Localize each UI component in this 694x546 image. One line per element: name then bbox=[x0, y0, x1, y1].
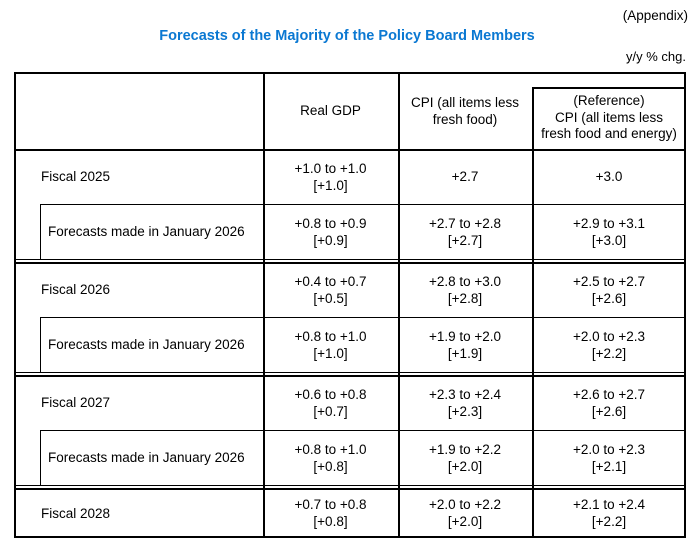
value-range: +2.0 to +2.3 bbox=[572, 441, 646, 457]
forecast-table: Real GDP CPI (all items less fresh food)… bbox=[14, 72, 686, 538]
reference-value-cell: +2.5 to +2.7 [+2.6] bbox=[532, 262, 686, 317]
value-range: +0.4 to +0.7 bbox=[294, 273, 367, 289]
value-range: +2.1 to +2.4 bbox=[572, 497, 646, 512]
gdp-value-cell: +1.0 to +1.0 [+1.0] bbox=[263, 149, 398, 204]
cpi-value-cell: +2.8 to +3.0 [+2.8] bbox=[398, 262, 532, 317]
fiscal-year-label: Fiscal 2026 bbox=[41, 282, 111, 297]
cpi-value-cell: +2.7 to +2.8 [+2.7] bbox=[398, 204, 532, 259]
value-median: [+2.0] bbox=[447, 458, 483, 474]
value-median: [+2.1] bbox=[591, 458, 627, 474]
value-range: +1.0 to +1.0 bbox=[294, 160, 367, 176]
value-median: [+1.0] bbox=[313, 345, 348, 361]
gdp-value-cell: +0.4 to +0.7 [+0.5] bbox=[263, 262, 398, 317]
value-range: +0.7 to +0.8 bbox=[294, 497, 367, 512]
value-median: [+2.2] bbox=[591, 345, 627, 361]
forecast-label: Forecasts made in January 2026 bbox=[48, 337, 245, 352]
value-range: +0.8 to +1.0 bbox=[294, 441, 367, 457]
fiscal-year-label: Fiscal 2027 bbox=[41, 395, 111, 410]
gdp-value-cell: +0.8 to +1.0 [+1.0] bbox=[263, 317, 398, 372]
cpi-value-cell: +1.9 to +2.2 [+2.0] bbox=[398, 430, 532, 485]
value-range: +0.8 to +1.0 bbox=[294, 328, 367, 344]
value-range: +1.9 to +2.0 bbox=[428, 328, 502, 344]
value-median: [+2.8] bbox=[447, 290, 483, 306]
value-median: [+0.5] bbox=[313, 290, 348, 306]
value-range: +2.9 to +3.1 bbox=[572, 215, 646, 231]
cpi-value-cell: +2.7 bbox=[398, 149, 532, 204]
forecast-label: Forecasts made in January 2026 bbox=[48, 450, 245, 465]
value-median: [+0.8] bbox=[313, 514, 348, 529]
value-median: [+0.8] bbox=[313, 458, 348, 474]
value-range: +2.8 to +3.0 bbox=[428, 273, 502, 289]
gdp-value-cell: +0.7 to +0.8 [+0.8] bbox=[263, 488, 398, 538]
value-median: [+0.7] bbox=[313, 403, 348, 419]
value-median: [+2.2] bbox=[591, 514, 627, 529]
fiscal-year-label: Fiscal 2025 bbox=[41, 169, 111, 184]
value-median: [+1.9] bbox=[447, 345, 483, 361]
reference-column-divider bbox=[532, 87, 534, 538]
table-row: Fiscal 2028 +0.7 to +0.8 [+0.8] +2.0 to … bbox=[14, 488, 686, 538]
appendix-note: (Appendix) bbox=[622, 8, 688, 23]
value-median: [+1.0] bbox=[313, 177, 348, 193]
value-median: [+2.7] bbox=[447, 232, 483, 248]
value-range: +2.3 to +2.4 bbox=[428, 386, 502, 402]
value-median: [+0.9] bbox=[313, 232, 348, 248]
table-row: Fiscal 2025 +1.0 to +1.0 [+1.0] +2.7 +3.… bbox=[14, 149, 686, 204]
cpi-value-cell: +1.9 to +2.0 [+1.9] bbox=[398, 317, 532, 372]
row-divider bbox=[40, 204, 686, 205]
header-bottom-border bbox=[14, 149, 686, 151]
unit-note: y/y % chg. bbox=[626, 49, 686, 64]
value-median: [+2.0] bbox=[447, 514, 483, 529]
value-range: +2.5 to +2.7 bbox=[572, 273, 646, 289]
indent-border bbox=[40, 204, 41, 260]
table-row: Forecasts made in January 2026 +0.8 to +… bbox=[14, 204, 686, 259]
fiscal-year-label: Fiscal 2028 bbox=[41, 505, 111, 521]
value-range: +0.6 to +0.8 bbox=[294, 386, 367, 402]
group-separator bbox=[14, 485, 686, 490]
column-divider bbox=[263, 72, 265, 538]
gdp-value-cell: +0.8 to +1.0 [+0.8] bbox=[263, 430, 398, 485]
group-separator bbox=[14, 372, 686, 377]
page-title: Forecasts of the Majority of the Policy … bbox=[159, 28, 535, 44]
reference-value-cell: +3.0 bbox=[532, 149, 686, 204]
indent-border bbox=[40, 430, 41, 486]
reference-value-cell: +2.1 to +2.4 [+2.2] bbox=[532, 488, 686, 538]
value-range: +2.0 to +2.3 bbox=[572, 328, 646, 344]
forecast-label: Forecasts made in January 2026 bbox=[48, 224, 245, 239]
value-median: [+3.0] bbox=[591, 232, 627, 248]
value-range: +2.7 to +2.8 bbox=[428, 215, 502, 231]
row-label-header bbox=[14, 72, 263, 149]
value-range: +1.9 to +2.2 bbox=[428, 441, 502, 457]
cpi-value-cell: +2.3 to +2.4 [+2.3] bbox=[398, 375, 532, 430]
gdp-column-header: Real GDP bbox=[300, 103, 361, 118]
table-row: Forecasts made in January 2026 +0.8 to +… bbox=[14, 317, 686, 372]
reference-box-top-border bbox=[532, 87, 686, 89]
value-range: +2.6 to +2.7 bbox=[572, 386, 646, 402]
table-row: Forecasts made in January 2026 +0.8 to +… bbox=[14, 430, 686, 485]
value-range: +2.0 to +2.2 bbox=[428, 497, 502, 512]
table-row: Fiscal 2027 +0.6 to +0.8 [+0.7] +2.3 to … bbox=[14, 375, 686, 430]
indent-border bbox=[40, 317, 41, 373]
row-divider bbox=[40, 317, 686, 318]
header-row: Real GDP CPI (all items less fresh food)… bbox=[14, 72, 686, 149]
value-range: +3.0 bbox=[595, 169, 623, 184]
value-range: +2.7 bbox=[451, 169, 479, 184]
reference-column-header: (Reference) CPI (all items less fresh fo… bbox=[541, 93, 677, 142]
value-median: [+2.6] bbox=[591, 403, 627, 419]
gdp-value-cell: +0.6 to +0.8 [+0.7] bbox=[263, 375, 398, 430]
group-separator bbox=[14, 259, 686, 264]
reference-value-cell: +2.9 to +3.1 [+3.0] bbox=[532, 204, 686, 259]
reference-value-cell: +2.0 to +2.3 [+2.2] bbox=[532, 317, 686, 372]
column-divider bbox=[398, 72, 400, 538]
reference-value-cell: +2.6 to +2.7 [+2.6] bbox=[532, 375, 686, 430]
value-range: +0.8 to +0.9 bbox=[294, 215, 367, 231]
value-median: [+2.3] bbox=[447, 403, 483, 419]
reference-value-cell: +2.0 to +2.3 [+2.1] bbox=[532, 430, 686, 485]
value-median: [+2.6] bbox=[591, 290, 627, 306]
row-divider bbox=[40, 430, 686, 431]
cpi-value-cell: +2.0 to +2.2 [+2.0] bbox=[398, 488, 532, 538]
table-row: Fiscal 2026 +0.4 to +0.7 [+0.5] +2.8 to … bbox=[14, 262, 686, 317]
cpi-column-header: CPI (all items less fresh food) bbox=[410, 94, 520, 127]
gdp-value-cell: +0.8 to +0.9 [+0.9] bbox=[263, 204, 398, 259]
